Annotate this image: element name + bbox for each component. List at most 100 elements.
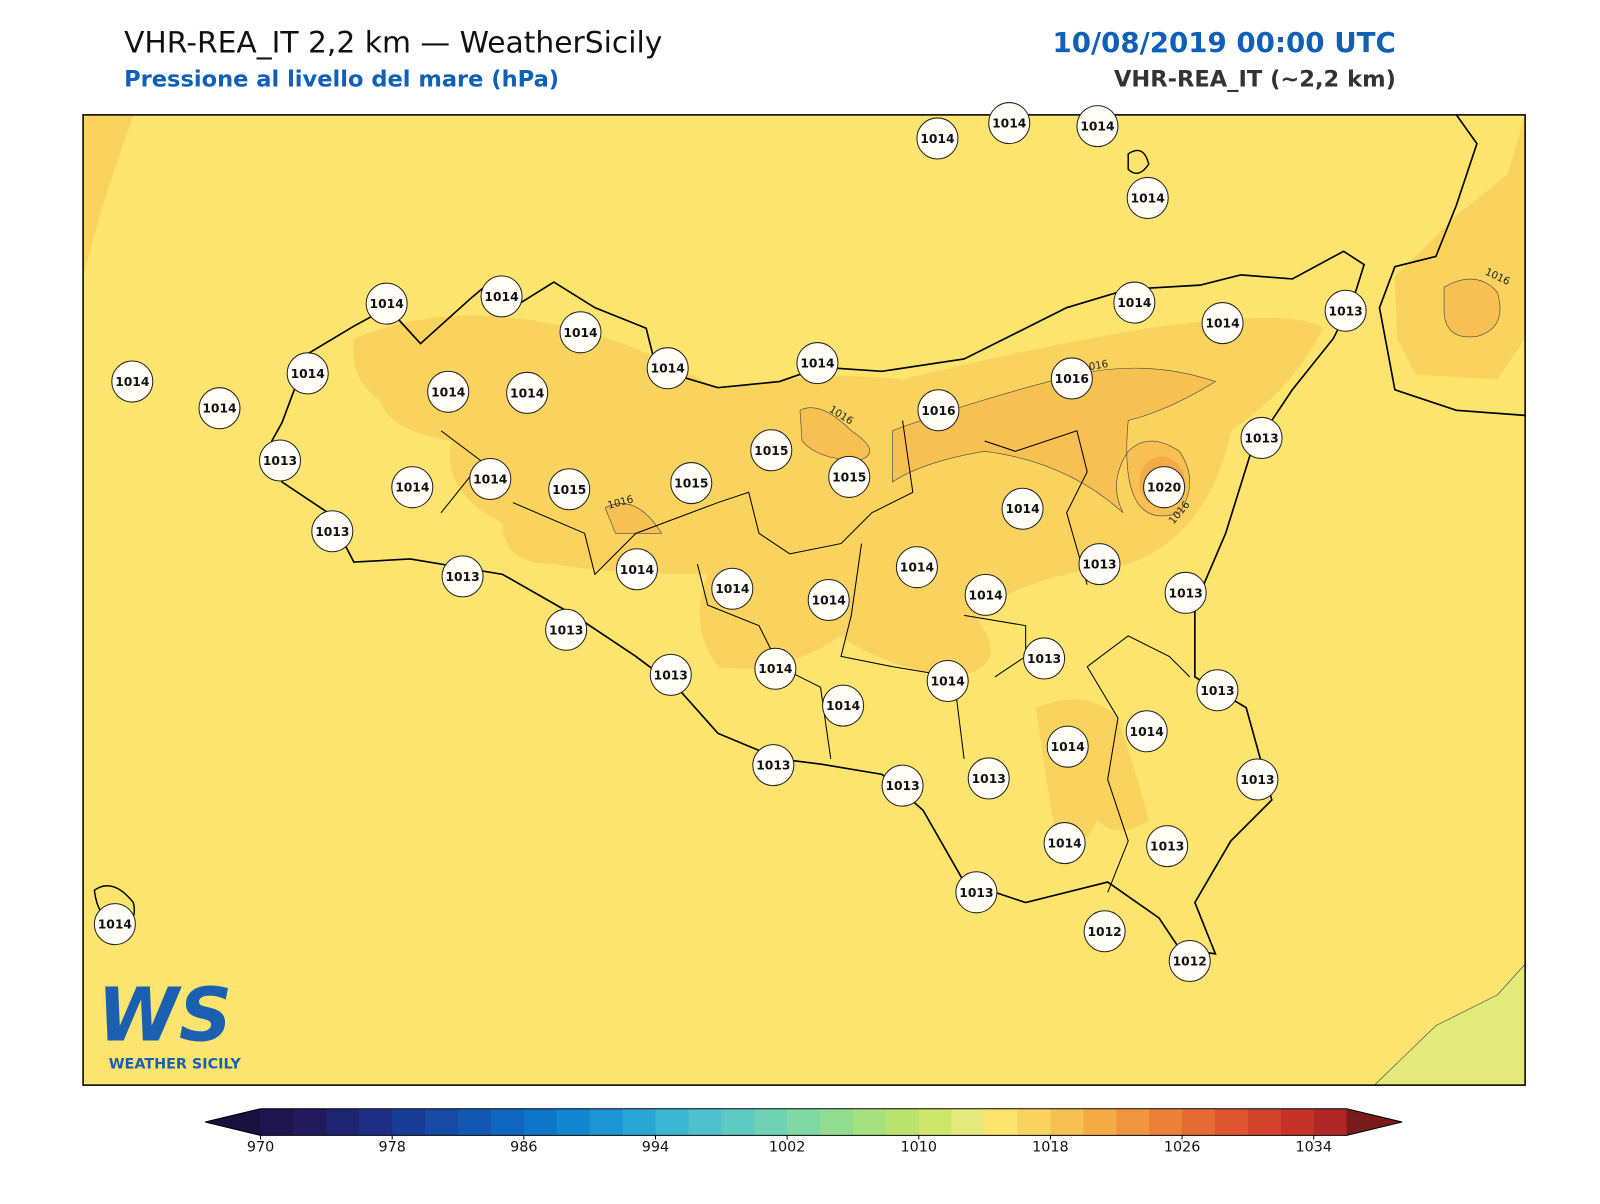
station-marker (711, 567, 754, 610)
station-marker (967, 757, 1010, 800)
logo-text: WEATHER SICILY (109, 1057, 242, 1073)
station-value: 1016 (1055, 372, 1089, 386)
subtitle: Pressione al livello del mare (hPa) (124, 67, 559, 93)
station-value: 1014 (900, 561, 934, 575)
colorbar-tick-label: 1026 (1164, 1140, 1201, 1156)
station-marker (1078, 543, 1121, 586)
colorbar-segment (852, 1108, 887, 1136)
colorbar-segment (1280, 1108, 1315, 1136)
colorbar-tick-label: 986 (510, 1140, 537, 1156)
station-value: 1014 (395, 481, 429, 495)
station-value: 1014 (715, 582, 749, 596)
colorbar-segment (820, 1108, 854, 1136)
colorbar-segment (1149, 1108, 1183, 1136)
station-marker (1001, 487, 1044, 530)
station-value: 1014 (1205, 317, 1239, 331)
station-marker (649, 653, 692, 696)
station-marker (916, 117, 959, 160)
colorbar-segment (457, 1108, 492, 1136)
station-value: 1014 (992, 117, 1026, 131)
colorbar-extend-high (1346, 1108, 1403, 1136)
colorbar-segment (1050, 1108, 1084, 1136)
station-marker (615, 548, 658, 591)
station-value: 1014 (812, 594, 846, 608)
colorbar-tick-label: 978 (378, 1140, 405, 1156)
station-value: 1014 (800, 357, 834, 371)
colorbar-segment (1215, 1108, 1249, 1136)
station-marker (198, 387, 241, 430)
station-marker (427, 370, 470, 413)
station-value: 1013 (445, 570, 479, 584)
station-marker (926, 660, 969, 703)
coastline (1378, 114, 1526, 417)
colorbar-tick-label: 1034 (1295, 1140, 1332, 1156)
station-marker (964, 573, 1007, 616)
station-marker (955, 871, 998, 914)
station-marker (559, 311, 602, 354)
station-marker (1043, 822, 1086, 865)
station-marker (441, 555, 484, 598)
colorbar-tick-label: 1002 (769, 1140, 806, 1156)
station-value: 1014 (920, 132, 954, 146)
station-marker (822, 684, 865, 727)
station-value: 1013 (315, 525, 349, 539)
station-marker (258, 439, 302, 482)
station-marker (506, 371, 549, 414)
station-marker (828, 455, 871, 498)
station-marker (1126, 176, 1169, 219)
station-value: 1014 (431, 385, 465, 399)
station-marker (1050, 357, 1093, 400)
station-value: 1015 (832, 470, 866, 484)
colorbar-tick-label: 994 (642, 1140, 669, 1156)
station-value: 1014 (1005, 502, 1039, 516)
station-value: 1015 (552, 483, 586, 497)
colorbar-segment (1083, 1108, 1117, 1136)
station-marker (1168, 940, 1211, 983)
colorbar-segment (1182, 1108, 1216, 1136)
colorbar-segment (326, 1108, 360, 1136)
station-value: 1014 (1117, 296, 1151, 310)
station-value: 1014 (758, 662, 792, 676)
colorbar-segment (918, 1108, 953, 1136)
station-marker (391, 466, 434, 509)
colorbar-outline (205, 1108, 1403, 1136)
colorbar-segment (655, 1108, 689, 1136)
colorbar-segment (1313, 1108, 1348, 1136)
station-marker (752, 744, 795, 787)
colorbar-segment (589, 1108, 624, 1136)
station-marker (988, 102, 1031, 145)
colorbar-segment (359, 1108, 393, 1136)
station-marker (754, 647, 797, 690)
station-value: 1013 (1150, 840, 1184, 854)
station-value: 1013 (756, 759, 790, 773)
station-marker (93, 903, 136, 946)
station-value: 1014 (1047, 837, 1081, 851)
station-value: 1013 (549, 623, 583, 637)
station-value: 1014 (291, 367, 325, 381)
colorbar-segment (1017, 1108, 1051, 1136)
isobar (1443, 278, 1501, 338)
station-marker (807, 578, 850, 622)
map-frame (82, 114, 1526, 1086)
station-marker (311, 510, 354, 553)
station-value: 1014 (620, 563, 654, 577)
station-value: 1014 (651, 362, 685, 376)
station-marker (365, 282, 408, 325)
station-value: 1013 (1329, 304, 1363, 318)
station-value: 1013 (1082, 558, 1116, 572)
colorbar-segment (688, 1108, 722, 1136)
station-value: 1013 (263, 454, 297, 468)
colorbar-tick-label: 1010 (901, 1140, 938, 1156)
colorbar-segment (1116, 1108, 1150, 1136)
station-marker (1201, 302, 1244, 345)
isobar (604, 503, 663, 534)
logo: WS WEATHER SICILY (97, 973, 241, 1073)
station-marker (1143, 466, 1186, 509)
station-marker (480, 275, 523, 318)
colorbar-segment (556, 1108, 591, 1136)
model: VHR-REA_IT (~2,2 km) (1114, 67, 1396, 93)
pressure-area (83, 114, 134, 277)
station-value: 1016 (921, 404, 955, 418)
colorbar-segment (425, 1108, 459, 1136)
colorbar-segment (622, 1108, 656, 1136)
